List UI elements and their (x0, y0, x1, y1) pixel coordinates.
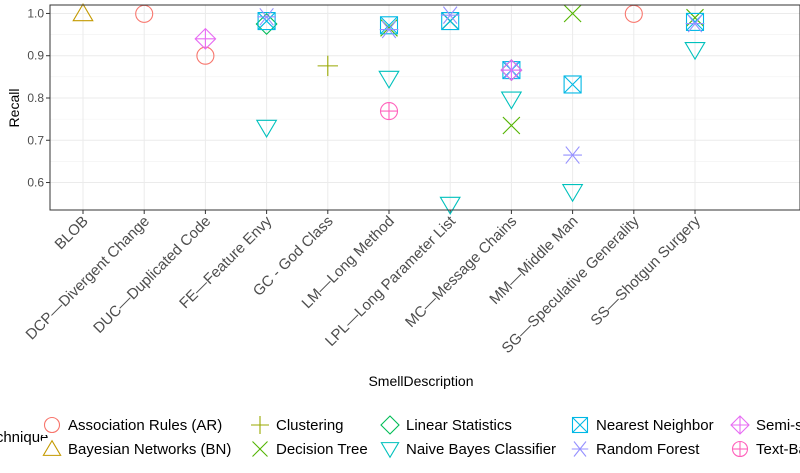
x-tick-label: SS—Shotgun Surgery (587, 212, 704, 329)
legend-label: Nearest Neighbor (596, 417, 714, 434)
legend-label: Bayesian Networks (BN) (68, 441, 231, 458)
data-point (439, 196, 461, 215)
legend-item: Nearest Neighbor (570, 415, 714, 435)
x-tick-label: BLOB (52, 213, 92, 253)
data-point (72, 3, 94, 22)
data-point (255, 119, 278, 139)
legend-label: Random Forest (596, 441, 700, 458)
legend-key (43, 416, 61, 434)
data-point (684, 42, 706, 61)
legend-item: Naive Bayes Classifier (380, 439, 556, 459)
legend-key (571, 416, 589, 434)
legend-item: Decision Tree (250, 439, 368, 459)
data-point (563, 4, 582, 23)
legend-key (251, 416, 269, 434)
legend-key (380, 442, 400, 459)
data-point (255, 13, 278, 35)
legend-item: Linear Statistics (380, 415, 512, 435)
legend-item: Semi-supervised (730, 415, 800, 435)
legend-item: Text-Based (730, 439, 800, 459)
legend-label: Text-Based (756, 441, 800, 458)
data-point (685, 14, 705, 33)
data-points (72, 3, 706, 215)
data-point (379, 16, 399, 35)
legend-key (731, 440, 749, 458)
legend-item: Association Rules (AR) (42, 415, 222, 435)
data-point (563, 75, 582, 94)
legend-title: Technique (0, 429, 48, 446)
y-tick-label: 0.9 (27, 49, 44, 63)
x-tick-label: DUC—Duplicated Code (90, 213, 214, 337)
legend: Technique Association Rules (AR) Bayesian… (0, 415, 800, 459)
data-point (561, 184, 584, 203)
data-point (194, 27, 217, 50)
data-point (378, 70, 400, 89)
data-point (379, 20, 399, 39)
data-point (440, 6, 460, 24)
x-axis-title: SmellDescription (368, 373, 473, 389)
legend-item: Bayesian Networks (BN) (42, 439, 231, 459)
legend-label: Decision Tree (276, 441, 368, 458)
data-point (502, 116, 521, 135)
y-tick-label: 0.6 (27, 176, 44, 190)
legend-key (571, 441, 589, 457)
data-point (500, 59, 523, 82)
data-point (257, 7, 276, 26)
y-axis: 0.6 0.7 0.8 0.9 1.0 (27, 6, 50, 190)
y-tick-label: 0.7 (27, 133, 44, 147)
y-tick-label: 1.0 (27, 6, 44, 20)
data-point (257, 12, 276, 31)
plot-panel-border (49, 4, 800, 211)
legend-label: Semi-supervised (756, 417, 800, 434)
legend-key (730, 415, 750, 435)
x-tick-label: MC—Message Chains (402, 213, 520, 331)
legend-item: Clustering (250, 415, 344, 435)
x-tick-label: DCP—Divergent Change (23, 213, 154, 344)
data-point (500, 91, 523, 110)
legend-item: Random Forest (570, 439, 700, 459)
legend-key (42, 439, 62, 456)
y-axis-title: Recall (6, 89, 22, 128)
data-point (317, 55, 338, 77)
y-tick-label: 0.8 (27, 91, 44, 105)
legend-label: Linear Statistics (406, 417, 512, 434)
data-point (563, 146, 582, 164)
legend-label: Association Rules (AR) (68, 417, 222, 434)
legend-label: Naive Bayes Classifier (406, 441, 556, 458)
data-point (379, 102, 399, 121)
legend-label: Clustering (276, 417, 344, 434)
legend-key (252, 441, 268, 457)
legend-key (380, 415, 400, 435)
grid-layer (50, 5, 800, 210)
